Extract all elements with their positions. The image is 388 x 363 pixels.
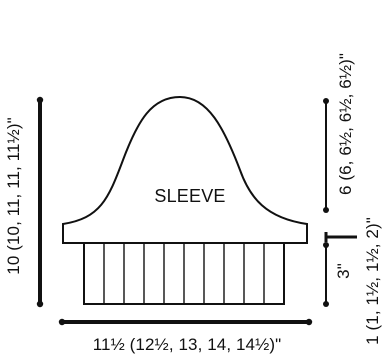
right-middle-label: 1 (1, 1½, 1½, 2)"	[363, 217, 382, 345]
left-height-label: 10 (10, 11, 11, 11½)"	[4, 117, 23, 275]
right-cuff-dimension	[323, 242, 329, 307]
right-cap-label: 6 (6, 6½, 6½, 6½)"	[336, 52, 355, 196]
left-height-dimension	[36, 96, 44, 308]
cuff-ribbing	[103, 243, 265, 304]
right-middle-dimension	[324, 232, 357, 242]
bottom-width-dimension	[58, 318, 313, 326]
sleeve-cap-outline	[62, 95, 308, 244]
sleeve-title-label: SLEEVE	[154, 186, 226, 206]
right-cap-dimension	[323, 98, 329, 213]
right-cuff-label: 3"	[334, 263, 353, 279]
bottom-width-label: 11½ (12½, 13, 14, 14½)"	[92, 335, 282, 354]
